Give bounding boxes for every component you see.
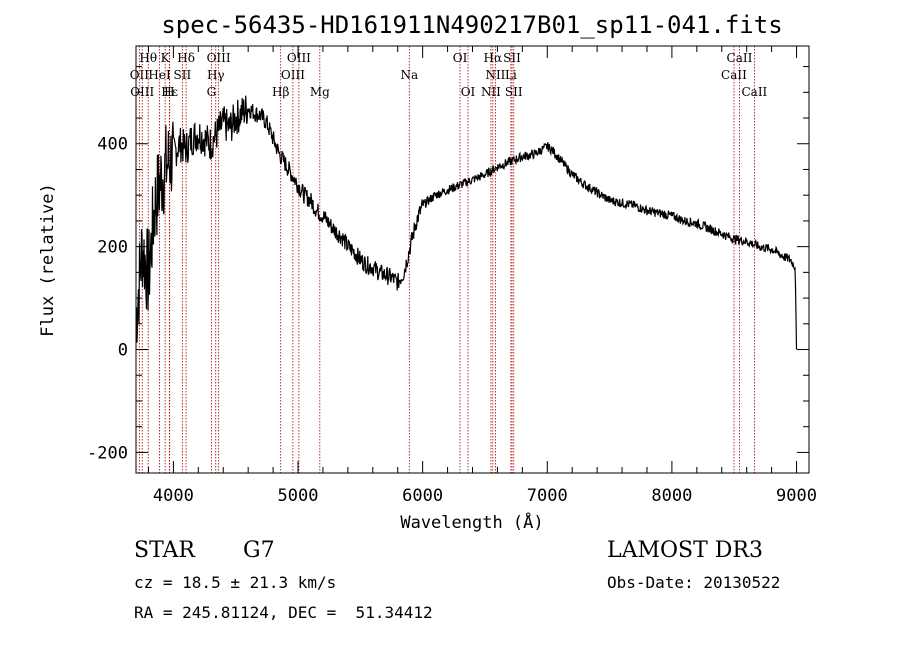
spectral-line-label: Hε: [161, 85, 178, 99]
obs-date: Obs-Date: 20130522: [607, 573, 781, 592]
y-axis-label: Flux (relative): [38, 183, 58, 337]
spectral-line-label: Hβ: [272, 85, 289, 99]
spectral-line-label: OI: [461, 85, 476, 99]
y-tick-label: 400: [97, 135, 128, 155]
axis-ticks: 4000 5000 6000 7000 8000 9000 -200 0 200 400: [87, 46, 817, 506]
x-tick-label: 7000: [527, 486, 568, 506]
spectral-line-label: OIII: [287, 51, 311, 65]
spectral-line-label: Na: [400, 68, 418, 82]
y-tick-label: 0: [118, 341, 128, 361]
spectral-line-label: CaII: [741, 85, 767, 99]
y-tick-label: 200: [97, 238, 128, 258]
ra-dec: RA = 245.81124, DEC = 51.34412: [134, 603, 433, 622]
spectral-line-label: Hγ: [207, 68, 225, 82]
spectral-line-label: SII: [174, 68, 192, 82]
x-tick-label: 8000: [651, 486, 692, 506]
x-tick-label: 6000: [402, 486, 443, 506]
spectral-line-label: NII: [485, 68, 505, 82]
x-axis-label: Wavelength (Å): [400, 511, 543, 533]
spectral-line-label: CaII: [727, 51, 753, 65]
spectral-line-label: OIII: [130, 85, 154, 99]
spectral-line-label: Hδ: [177, 51, 195, 65]
spectral-line-label: K: [161, 51, 171, 65]
spectral-lines: [138, 46, 755, 473]
spectral-line-label: OII: [130, 68, 150, 82]
spectral-line-label: SII: [505, 85, 523, 99]
spectral-line-label: G: [207, 85, 217, 99]
survey-name: LAMOST DR3: [607, 538, 763, 563]
spectral-line-label: NII: [481, 85, 501, 99]
y-tick-label: -200: [87, 443, 128, 463]
x-tick-label: 9000: [776, 486, 817, 506]
object-type: STAR: [134, 538, 195, 563]
subclass: G7: [243, 538, 275, 563]
spectral-line-label: Li: [505, 68, 517, 82]
spectral-line-label: Mg: [310, 85, 330, 99]
plot-frame: [135, 45, 810, 474]
spectral-line-label: Hα: [484, 51, 503, 65]
flux-series-line: [135, 95, 798, 350]
spectral-line-label: OIII: [207, 51, 231, 65]
spectral-line-label: OIII: [281, 68, 305, 82]
spectral-line-label: SII: [503, 51, 521, 65]
spectral-line-label: Hθ: [139, 51, 157, 65]
spectral-line-label: CaII: [721, 68, 747, 82]
x-tick-label: 4000: [153, 486, 194, 506]
spectral-line-label: OI: [453, 51, 468, 65]
x-tick-label: 5000: [278, 486, 319, 506]
spectral-line-label: H: [164, 85, 174, 99]
chart-title: spec-56435-HD161911N490217B01_sp11-041.f…: [161, 11, 782, 39]
spectral-line-label: HeI: [148, 68, 171, 82]
redshift-cz: cz = 18.5 ± 21.3 km/s: [134, 573, 337, 592]
